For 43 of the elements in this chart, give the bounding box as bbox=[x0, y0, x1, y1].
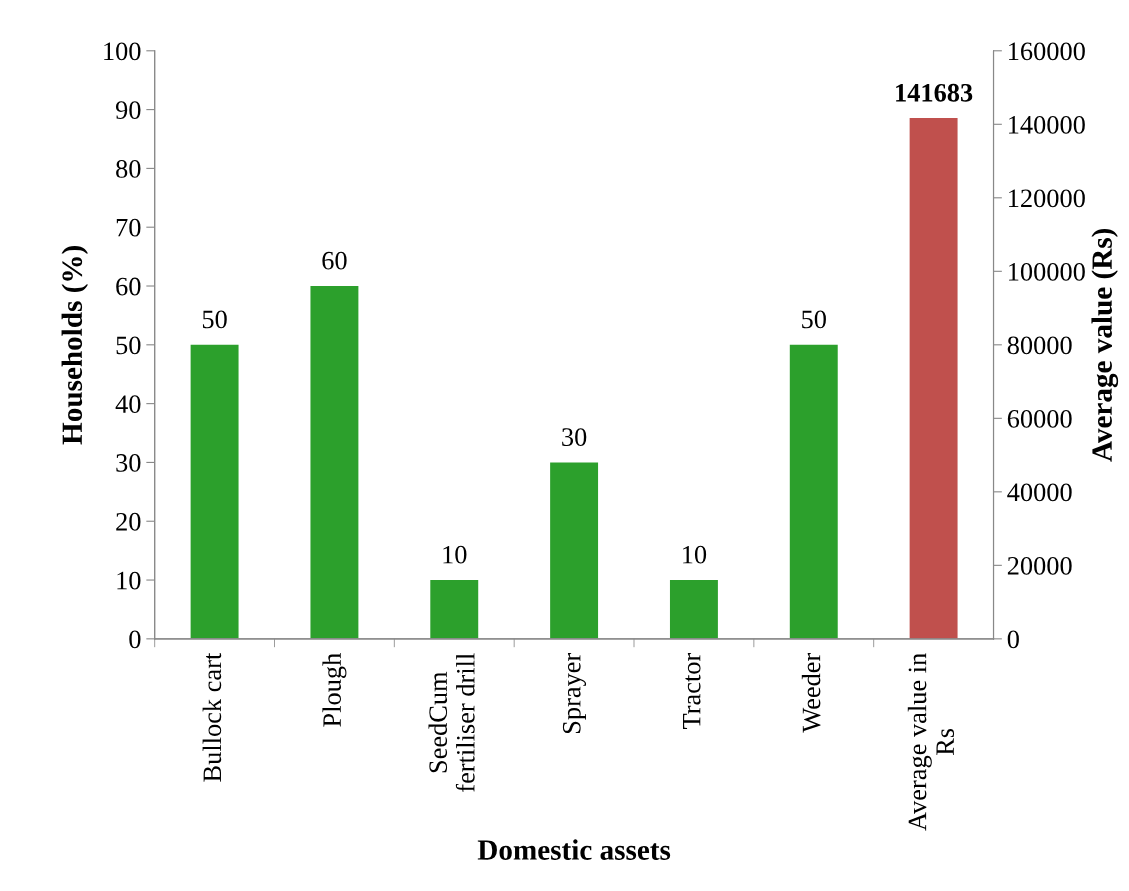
x-axis-title: Domestic assets bbox=[477, 839, 671, 860]
x-tick-label: Sprayer bbox=[562, 652, 587, 734]
bar bbox=[669, 580, 718, 639]
y2-tick-label: 20000 bbox=[1007, 556, 1072, 575]
y2-tick-label: 40000 bbox=[1007, 483, 1072, 502]
y2-tick-label: 100000 bbox=[1009, 262, 1085, 281]
y-tick-label: 10 bbox=[117, 571, 141, 590]
x-tick-label: Plough bbox=[322, 653, 347, 727]
x-tick-label: Bullock cart bbox=[202, 652, 222, 782]
y-tick-label: 80 bbox=[116, 160, 141, 178]
y2-tick-label: 120000 bbox=[1009, 189, 1085, 208]
y2-tick-label: 160000 bbox=[1009, 42, 1085, 61]
y-tick-label: 40 bbox=[115, 395, 141, 414]
y-tick-label: 70 bbox=[116, 218, 141, 237]
data-label: 30 bbox=[562, 428, 587, 446]
y2-tick-label: 0 bbox=[1007, 630, 1019, 649]
x-tick-label: SeedCum fertiliser drill bbox=[428, 653, 475, 792]
bar bbox=[789, 344, 838, 639]
x-tick-label: Average value in Rs bbox=[907, 653, 955, 831]
data-label: 50 bbox=[802, 310, 826, 329]
y2-axis-title: Average value (Rs) bbox=[1091, 228, 1119, 462]
data-label: 60 bbox=[322, 251, 347, 270]
y-tick-label: 90 bbox=[115, 101, 141, 120]
bar bbox=[310, 286, 359, 639]
y-tick-label: 50 bbox=[116, 336, 141, 355]
y2-tick-label: 140000 bbox=[1009, 115, 1085, 134]
y-tick-label: 60 bbox=[116, 277, 141, 296]
data-label: 50 bbox=[202, 310, 227, 329]
data-label: 141683 bbox=[896, 83, 973, 102]
y-tick-label: 100 bbox=[104, 42, 141, 61]
y-tick-label: 0 bbox=[129, 630, 141, 649]
y-axis-title: Households (%) bbox=[61, 246, 89, 445]
data-label: 10 bbox=[443, 545, 467, 564]
y-tick-label: 20 bbox=[116, 512, 141, 531]
bar bbox=[430, 580, 479, 639]
y2-tick-label: 60000 bbox=[1007, 409, 1072, 428]
bar bbox=[190, 344, 239, 639]
data-label: 10 bbox=[683, 545, 707, 564]
x-tick-label: Weeder bbox=[801, 652, 821, 733]
y2-tick-label: 80000 bbox=[1007, 336, 1072, 355]
x-tick-label: Tractor bbox=[683, 652, 701, 729]
y-tick-label: 30 bbox=[116, 454, 141, 472]
bar bbox=[550, 462, 599, 639]
